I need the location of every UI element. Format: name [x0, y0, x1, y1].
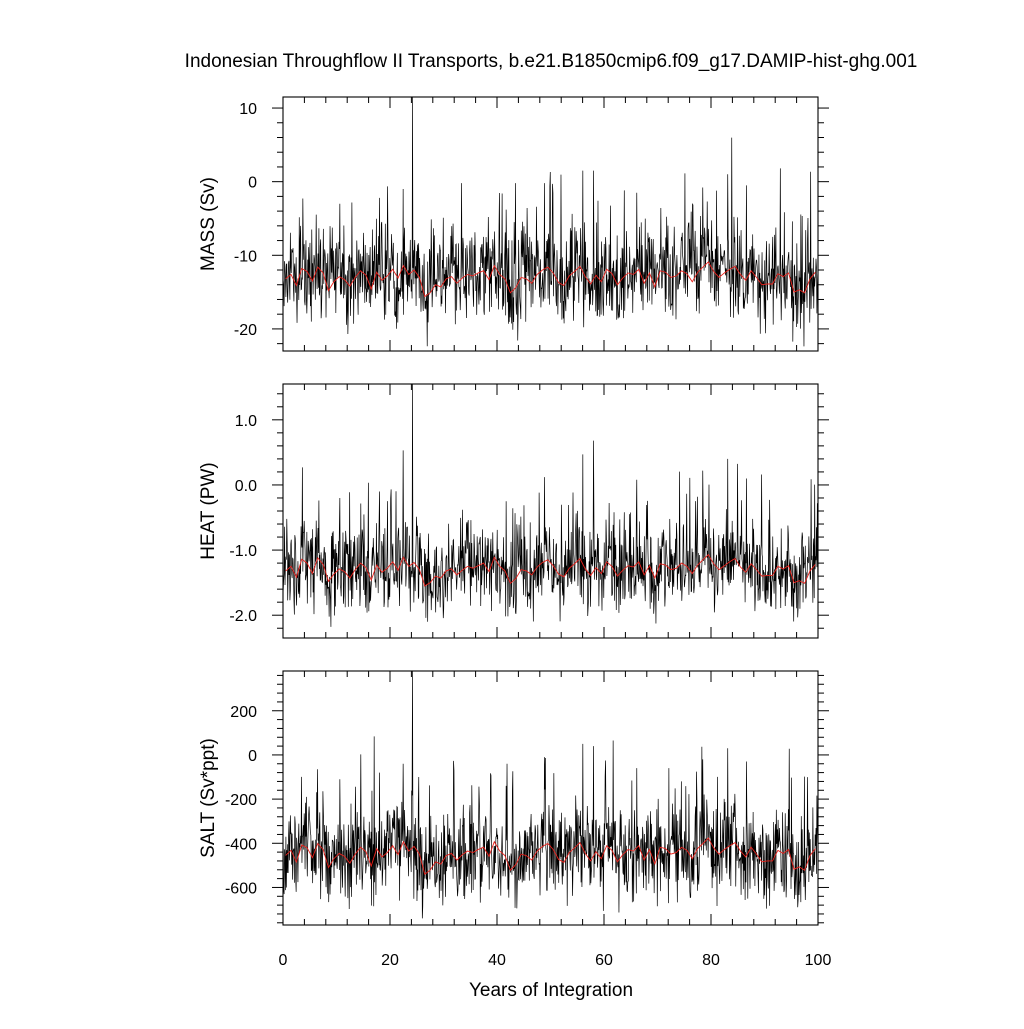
y-tick-label: -20	[234, 322, 257, 339]
y-axis-title: SALT (Sv*ppt)	[198, 738, 219, 858]
x-tick-label: 0	[279, 952, 288, 969]
y-tick-label: -2.0	[229, 608, 257, 625]
x-tick-label: 40	[488, 952, 506, 969]
y-axis-title: MASS (Sv)	[198, 177, 219, 271]
y-tick-label: -1.0	[229, 543, 257, 560]
x-tick-label: 60	[595, 952, 613, 969]
panel-salt: 200 0 -200 -400 -600 SALT (Sv*ppt) 0 20 40 60 80 10…	[198, 670, 832, 969]
y-tick-label: 1.0	[235, 413, 257, 430]
x-tick-label: 20	[381, 952, 399, 969]
annual-mean-line	[285, 261, 816, 298]
y-tick-label: -600	[225, 880, 257, 897]
y-axis-title: HEAT (PW)	[198, 462, 219, 559]
y-tick-label: 10	[239, 101, 257, 118]
y-tick-label: 200	[230, 704, 257, 721]
monthly-series-line	[283, 671, 818, 919]
panel-mass: 10 0 -10 -20 MASS (Sv)	[198, 96, 829, 352]
chart-title: Indonesian Throughflow II Transports, b.…	[185, 51, 918, 72]
monthly-series-line	[283, 97, 818, 347]
panel-frame	[282, 96, 819, 352]
y-tick-label: 0	[248, 748, 257, 765]
y-tick-label: 0.0	[235, 478, 257, 495]
y-tick-label: 0	[248, 175, 257, 192]
x-tick-label: 80	[702, 952, 720, 969]
y-tick-label: -400	[225, 836, 257, 853]
y-tick-label: -200	[225, 792, 257, 809]
monthly-series-line	[283, 384, 818, 627]
x-axis-title: Years of Integration	[469, 980, 633, 1001]
annual-mean-line	[285, 837, 816, 875]
panel-heat: 1.0 0.0 -1.0 -2.0 HEAT (PW)	[198, 383, 829, 639]
annual-mean-line	[285, 553, 816, 587]
y-tick-label: -10	[234, 248, 257, 265]
panel-frame	[282, 670, 819, 926]
x-tick-label: 100	[805, 952, 832, 969]
